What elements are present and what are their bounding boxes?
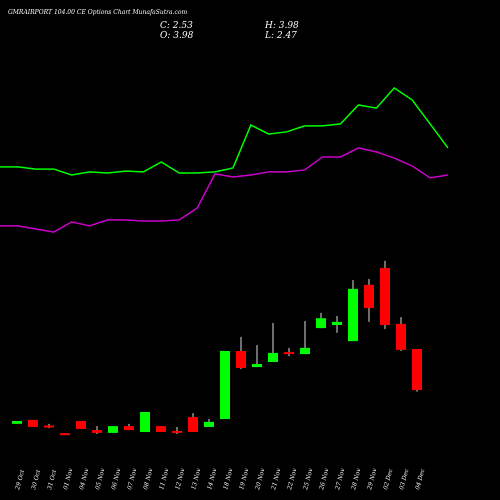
x-tick-label: 05 Nov [94, 467, 107, 490]
candle-body [268, 352, 278, 362]
candle-body [124, 426, 134, 431]
x-tick-label: 13 Nov [190, 467, 203, 490]
x-tick-label: 02 Dec [382, 468, 394, 491]
info-text: O: 3.98 [160, 31, 194, 41]
candle-body [316, 318, 326, 329]
x-tick-label: 04 Dec [414, 468, 426, 491]
x-tick-label: 31 Oct [46, 469, 58, 491]
candle-body [92, 430, 102, 433]
x-tick-label: 06 Nov [110, 467, 123, 490]
x-tick-label: 21 Nov [270, 467, 283, 491]
x-tick-label: 11 Nov [158, 467, 171, 490]
candle-body [364, 284, 374, 309]
candle-body [172, 430, 182, 433]
x-tick-label: 14 Nov [206, 467, 219, 490]
x-tick-label: 25 Nov [302, 467, 315, 491]
x-tick-label: 20 Nov [254, 467, 267, 491]
x-tick-label: 04 Nov [78, 467, 91, 490]
candle-body [12, 421, 22, 424]
candle-body [188, 417, 198, 433]
info-text: H: 3.98 [264, 21, 299, 31]
x-tick-label: 01 Nov [62, 467, 75, 490]
info-text: C: 2.53 [160, 21, 193, 31]
x-tick-label: 29 Oct [14, 469, 26, 492]
x-tick-label: 12 Nov [174, 467, 187, 490]
x-tick-label: 27 Nov [334, 467, 347, 491]
candle-body [284, 352, 294, 355]
x-tick-label: 08 Nov [142, 467, 155, 490]
candle-body [300, 347, 310, 355]
x-tick-label: 26 Nov [318, 467, 331, 491]
chart-title: GMRAIRPORT 104.00 CE Options Chart Munaf… [8, 9, 187, 16]
candle-body [44, 425, 54, 428]
candle-body [412, 349, 422, 390]
x-tick-label: 22 Nov [286, 467, 299, 491]
x-tick-label: 18 Nov [222, 467, 235, 490]
x-tick-label: 19 Nov [238, 467, 251, 490]
candle-body [348, 288, 358, 342]
candle-body [332, 321, 342, 325]
candle-body [380, 267, 390, 325]
candle-body [236, 350, 246, 368]
candle-body [60, 433, 70, 436]
line [0, 147, 449, 233]
x-tick-label: 30 Oct [30, 469, 42, 491]
info-text: L: 2.47 [264, 31, 297, 41]
candle-body [220, 350, 230, 420]
candle-body [396, 323, 406, 350]
candle-body [28, 419, 38, 427]
candle-body [108, 426, 118, 433]
candle-body [140, 411, 150, 433]
candle-body [252, 363, 262, 368]
candle-body [76, 421, 86, 429]
x-tick-label: 07 Nov [126, 467, 139, 490]
candle-body [156, 426, 166, 433]
x-tick-label: 28 Nov [350, 467, 363, 491]
candle-body [204, 421, 214, 427]
x-tick-label: 03 Dec [398, 468, 410, 491]
x-tick-label: 29 Nov [366, 467, 379, 491]
line [0, 87, 449, 176]
